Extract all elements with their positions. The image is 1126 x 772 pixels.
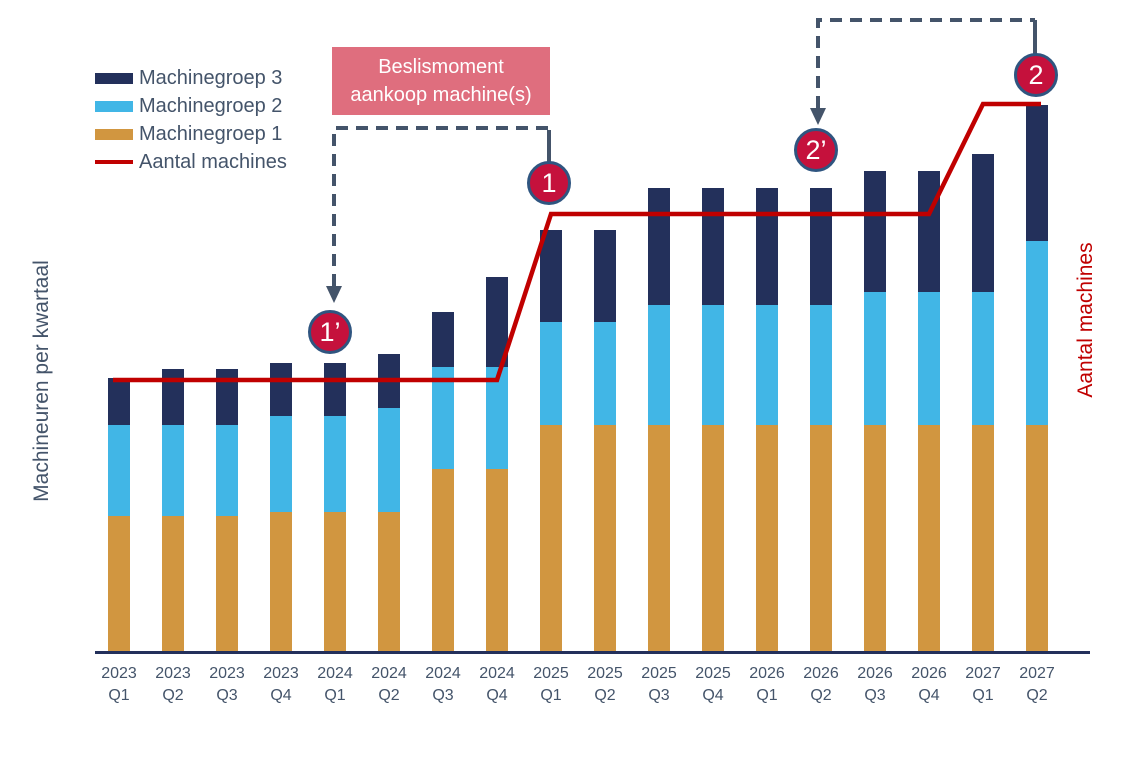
bar-2027-Q2-machinegroep-3 <box>1026 105 1048 241</box>
x-tick-2024-Q1: 2024 Q1 <box>317 665 353 704</box>
legend-label: Machinegroep 2 <box>139 94 283 117</box>
marker-circle-1-prime: 1’ <box>308 310 352 354</box>
bar-2023-Q2-machinegroep-3 <box>162 369 184 425</box>
bar-2026-Q3-machinegroep-1 <box>864 425 886 653</box>
x-tick-2026-Q4: 2026 Q4 <box>911 665 947 704</box>
bar-2025-Q2-machinegroep-3 <box>594 230 616 322</box>
x-tick-2027-Q2: 2027 Q2 <box>1019 665 1055 704</box>
marker-circle-1: 1 <box>527 161 571 205</box>
bar-2025-Q1-machinegroep-1 <box>540 425 562 653</box>
bar-2023-Q3-machinegroep-1 <box>216 516 238 653</box>
legend-line-swatch-icon <box>95 160 133 164</box>
x-tick-2026-Q2: 2026 Q2 <box>803 665 839 704</box>
y-axis-left-title: Machineuren per kwartaal <box>30 260 53 502</box>
marker-circle-2-prime: 2’ <box>794 128 838 172</box>
bar-2027-Q1-machinegroep-2 <box>972 292 994 425</box>
arrow-down-icon <box>810 108 826 125</box>
x-tick-2023-Q2: 2023 Q2 <box>155 665 191 704</box>
bar-2026-Q4-machinegroep-2 <box>918 292 940 425</box>
bar-2024-Q1-machinegroep-3 <box>324 363 346 416</box>
x-tick-2025-Q1: 2025 Q1 <box>533 665 569 704</box>
x-tick-2023-Q4: 2023 Q4 <box>263 665 299 704</box>
y-axis-right-title: Aantal machines <box>1074 242 1097 398</box>
x-tick-2023-Q1: 2023 Q1 <box>101 665 137 704</box>
bar-2023-Q3-machinegroep-2 <box>216 425 238 516</box>
bar-2024-Q1-machinegroep-2 <box>324 416 346 512</box>
bar-2027-Q2-machinegroep-2 <box>1026 241 1048 425</box>
bar-2023-Q4-machinegroep-1 <box>270 512 292 653</box>
bar-2023-Q2-machinegroep-2 <box>162 425 184 516</box>
bar-2025-Q3-machinegroep-1 <box>648 425 670 653</box>
bar-2026-Q4-machinegroep-3 <box>918 171 940 292</box>
bar-2023-Q2-machinegroep-1 <box>162 516 184 653</box>
bar-2026-Q2-machinegroep-1 <box>810 425 832 653</box>
legend-swatch-machinegroep-1-icon <box>95 128 133 140</box>
bar-2026-Q1-machinegroep-1 <box>756 425 778 653</box>
legend-label: Machinegroep 1 <box>139 122 283 145</box>
bar-2023-Q4-machinegroep-3 <box>270 363 292 416</box>
bar-2026-Q1-machinegroep-3 <box>756 188 778 305</box>
bar-2026-Q2-machinegroep-3 <box>810 188 832 305</box>
bar-2025-Q4-machinegroep-1 <box>702 425 724 653</box>
bar-2024-Q2-machinegroep-2 <box>378 408 400 512</box>
bar-2025-Q4-machinegroep-3 <box>702 188 724 305</box>
bar-2026-Q4-machinegroep-1 <box>918 425 940 653</box>
bar-2024-Q3-machinegroep-2 <box>432 367 454 469</box>
bar-2025-Q1-machinegroep-3 <box>540 230 562 322</box>
x-tick-2025-Q3: 2025 Q3 <box>641 665 677 704</box>
bar-2023-Q1-machinegroep-3 <box>108 378 130 425</box>
bar-2024-Q4-machinegroep-1 <box>486 469 508 653</box>
bar-2026-Q3-machinegroep-3 <box>864 171 886 292</box>
bar-2023-Q1-machinegroep-1 <box>108 516 130 653</box>
bar-2024-Q2-machinegroep-3 <box>378 354 400 408</box>
x-tick-2025-Q2: 2025 Q2 <box>587 665 623 704</box>
bar-2024-Q3-machinegroep-3 <box>432 312 454 367</box>
bar-2024-Q3-machinegroep-1 <box>432 469 454 653</box>
bar-2027-Q1-machinegroep-3 <box>972 154 994 292</box>
bar-2023-Q1-machinegroep-2 <box>108 425 130 516</box>
bar-2025-Q1-machinegroep-2 <box>540 322 562 425</box>
x-tick-2023-Q3: 2023 Q3 <box>209 665 245 704</box>
x-tick-2024-Q3: 2024 Q3 <box>425 665 461 704</box>
bar-2024-Q4-machinegroep-3 <box>486 277 508 367</box>
legend-label: Aantal machines <box>139 150 287 173</box>
legend-item-machinegroep-1: Machinegroep 1 <box>95 120 287 148</box>
bar-2023-Q3-machinegroep-3 <box>216 369 238 425</box>
bar-2027-Q1-machinegroep-1 <box>972 425 994 653</box>
decision-bracket-1-dashed-line <box>332 126 548 286</box>
x-tick-2025-Q4: 2025 Q4 <box>695 665 731 704</box>
bar-2025-Q3-machinegroep-3 <box>648 188 670 305</box>
x-tick-2026-Q3: 2026 Q3 <box>857 665 893 704</box>
x-axis-line <box>95 651 1090 654</box>
legend-item-aantal-machines: Aantal machines <box>95 148 287 176</box>
marker-circle-2: 2 <box>1014 53 1058 97</box>
x-tick-2024-Q4: 2024 Q4 <box>479 665 515 704</box>
bar-2023-Q4-machinegroep-2 <box>270 416 292 512</box>
arrow-down-icon <box>326 286 342 303</box>
legend-item-machinegroep-2: Machinegroep 2 <box>95 92 287 120</box>
bar-2024-Q1-machinegroep-1 <box>324 512 346 653</box>
x-tick-2024-Q2: 2024 Q2 <box>371 665 407 704</box>
bar-2026-Q2-machinegroep-2 <box>810 305 832 425</box>
bar-2024-Q2-machinegroep-1 <box>378 512 400 653</box>
bar-2026-Q1-machinegroep-2 <box>756 305 778 425</box>
bar-2027-Q2-machinegroep-1 <box>1026 425 1048 653</box>
bar-2025-Q4-machinegroep-2 <box>702 305 724 425</box>
legend-swatch-machinegroep-2-icon <box>95 100 133 112</box>
bar-2025-Q2-machinegroep-2 <box>594 322 616 425</box>
decision-bracket-2-dashed-line <box>816 18 1035 108</box>
x-tick-2027-Q1: 2027 Q1 <box>965 665 1001 704</box>
legend-swatch-machinegroep-3-icon <box>95 72 133 84</box>
bar-2025-Q2-machinegroep-1 <box>594 425 616 653</box>
bar-2026-Q3-machinegroep-2 <box>864 292 886 425</box>
legend-label: Machinegroep 3 <box>139 66 283 89</box>
legend: Machinegroep 3 Machinegroep 2 Machinegro… <box>95 64 287 176</box>
legend-item-machinegroep-3: Machinegroep 3 <box>95 64 287 92</box>
bar-2025-Q3-machinegroep-2 <box>648 305 670 425</box>
x-tick-2026-Q1: 2026 Q1 <box>749 665 785 704</box>
bar-2024-Q4-machinegroep-2 <box>486 367 508 469</box>
decision-moment-box: Beslismoment aankoop machine(s) <box>332 47 550 115</box>
